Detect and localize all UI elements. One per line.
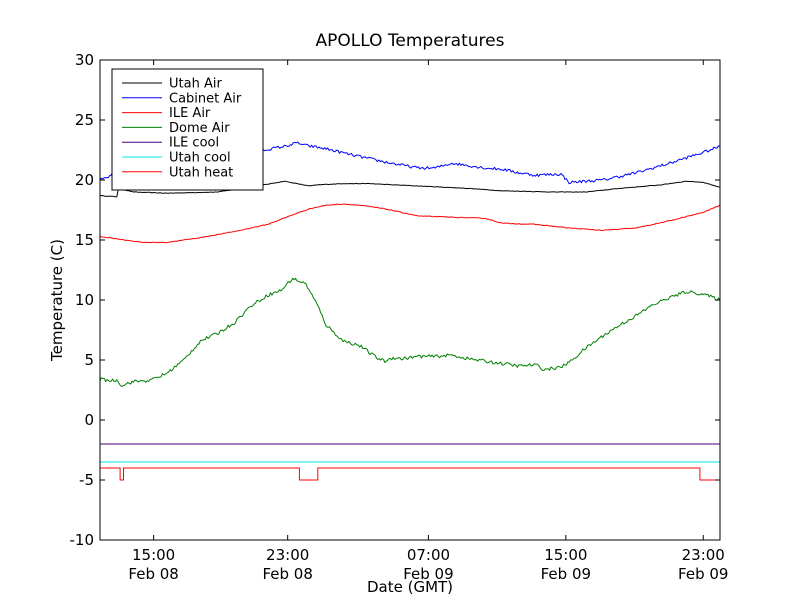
y-axis-label: Temperature (C) (48, 239, 66, 362)
legend-label-cabinet-air: Cabinet Air (169, 91, 242, 106)
x-tick-label-time: 15:00 (544, 546, 587, 564)
x-tick-label-date: Feb 09 (541, 565, 591, 583)
legend-box (111, 68, 264, 191)
y-tick-label: -5 (79, 471, 94, 489)
legend-label-utah-heat: Utah heat (169, 165, 233, 180)
y-axis: -10 -5 0 5 10 15 20 25 30 (70, 51, 720, 549)
y-tick-label: 5 (84, 351, 94, 369)
x-tick-label-date: Feb 09 (403, 565, 453, 583)
y-tick-label: 15 (75, 231, 94, 249)
x-tick-label-time: 15:00 (132, 546, 175, 564)
chart-title: APOLLO Temperatures (316, 31, 505, 51)
y-tick-label: 25 (75, 111, 94, 129)
series-line-utah-heat (100, 467, 720, 481)
y-tick-label: 20 (75, 171, 94, 189)
x-tick-label-date: Feb 08 (262, 565, 312, 583)
x-tick-label-time: 07:00 (407, 546, 450, 564)
x-tick-label-date: Feb 08 (128, 565, 178, 583)
y-tick-label: 0 (84, 411, 94, 429)
legend-label-dome-air: Dome Air (169, 121, 230, 136)
y-tick-label: 10 (75, 291, 94, 309)
y-tick-label: 30 (75, 51, 94, 69)
series-line-ile-air (99, 203, 721, 244)
x-tick-label-time: 23:00 (266, 546, 309, 564)
series-layer (99, 141, 721, 481)
legend-label-utah-air: Utah Air (169, 77, 222, 92)
y-tick-label: -10 (70, 531, 95, 549)
legend-label-utah-cool: Utah cool (169, 151, 231, 166)
x-tick-label-date: Feb 09 (678, 565, 728, 583)
series-line-dome-air (99, 277, 721, 388)
x-axis-label: Date (GMT) (367, 578, 453, 596)
legend-label-ile-air: ILE Air (169, 106, 211, 121)
legend-label-ile-cool: ILE cool (169, 136, 219, 151)
series-line-utah-air (99, 180, 721, 198)
x-tick-label-time: 23:00 (682, 546, 725, 564)
